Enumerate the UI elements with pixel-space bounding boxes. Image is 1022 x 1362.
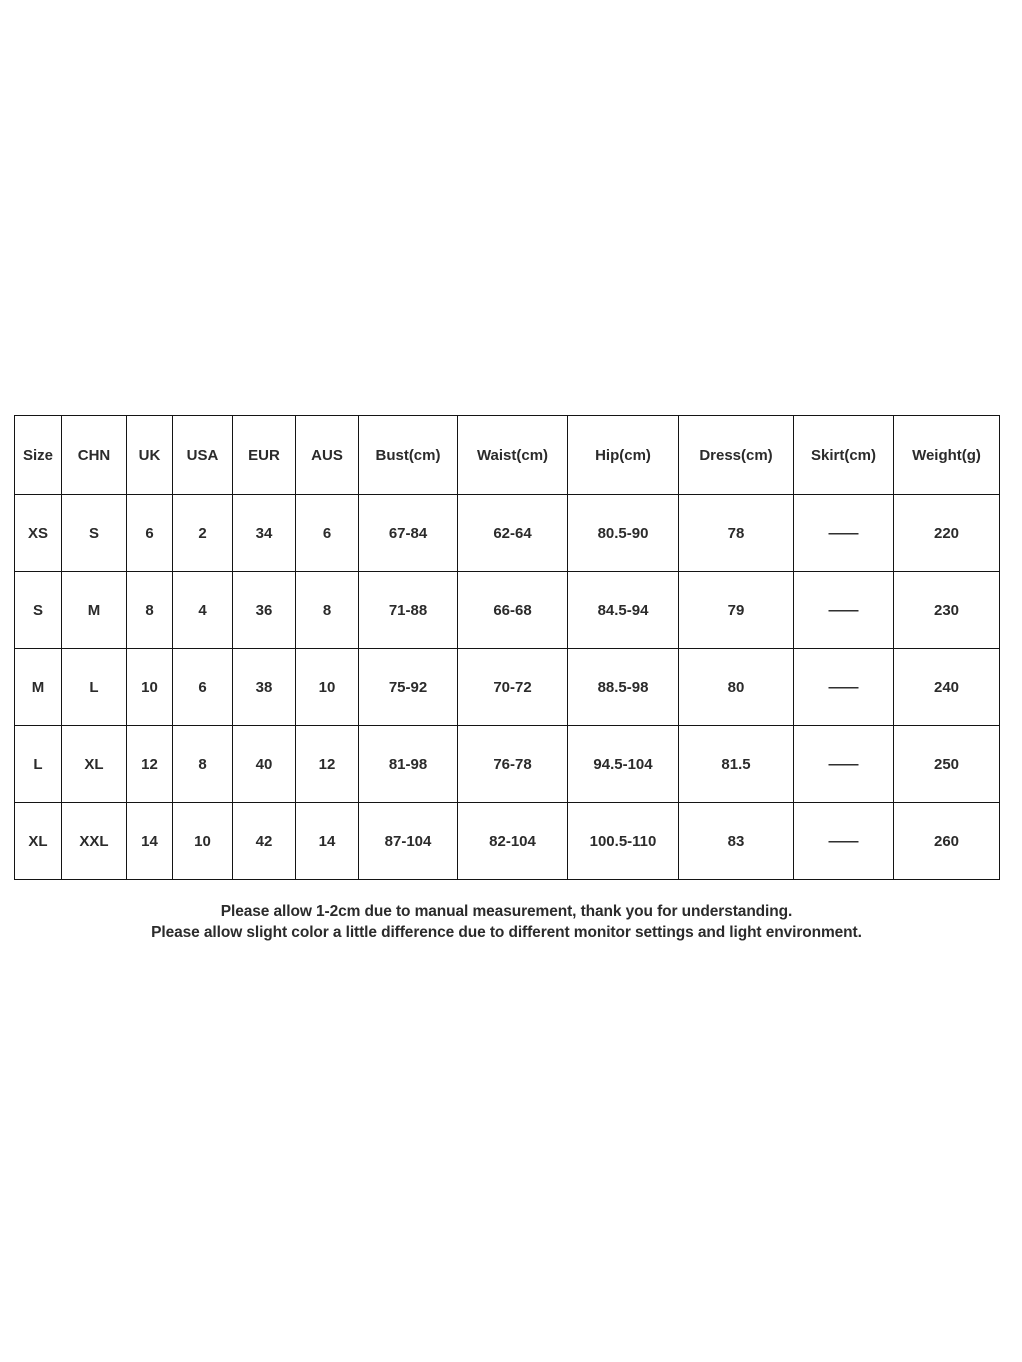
measurement-note: Please allow 1-2cm due to manual measure…: [220, 903, 793, 920]
table-row: XS S 6 2 34 6 67-84 62-64 80.5-90 78 —— 220: [14, 494, 1000, 572]
table-cell: 4: [172, 571, 233, 649]
table-cell: S: [61, 494, 127, 572]
table-cell: 42: [232, 802, 296, 880]
table-cell: 76-78: [457, 725, 568, 803]
size-chart-table: Size CHN UK USA EUR AUS Bust(cm) Waist(cm) Hip(c…: [14, 415, 1000, 880]
column-header: Size: [14, 415, 62, 495]
column-header: Hip(cm): [567, 415, 679, 495]
column-header: Waist(cm): [457, 415, 568, 495]
column-header: Skirt(cm): [793, 415, 894, 495]
table-cell: M: [61, 571, 127, 649]
table-cell: 80: [678, 648, 794, 726]
table-cell: 100.5-110: [567, 802, 679, 880]
column-header: Weight(g): [893, 415, 1000, 495]
table-row: M L 10 6 38 10 75-92 70-72 88.5-98 80 —— 240: [14, 648, 1000, 726]
table-cell: ——: [793, 571, 894, 649]
table-cell: ——: [793, 648, 894, 726]
table-cell: 94.5-104: [567, 725, 679, 803]
table-cell: 8: [172, 725, 233, 803]
table-cell: XL: [61, 725, 127, 803]
table-cell: 6: [295, 494, 359, 572]
column-header: USA: [172, 415, 233, 495]
table-cell: 84.5-94: [567, 571, 679, 649]
table-cell: L: [61, 648, 127, 726]
table-cell: 10: [172, 802, 233, 880]
table-cell: 81-98: [358, 725, 458, 803]
header-row: Size CHN UK USA EUR AUS Bust(cm) Waist(cm) Hip(c…: [14, 415, 1000, 495]
table-cell: 6: [126, 494, 173, 572]
table-cell: 62-64: [457, 494, 568, 572]
table-cell: ——: [793, 802, 894, 880]
table-cell: 75-92: [358, 648, 458, 726]
table-cell: 87-104: [358, 802, 458, 880]
table-cell: 14: [295, 802, 359, 880]
table-cell: 71-88: [358, 571, 458, 649]
table-body: XS S 6 2 34 6 67-84 62-64 80.5-90 78 —— 220 S M 8 4 36 8 7…: [14, 494, 1000, 880]
table-cell: 38: [232, 648, 296, 726]
column-header: CHN: [61, 415, 127, 495]
table-cell: M: [14, 648, 62, 726]
table-row: XL XXL 14 10 42 14 87-104 82-104 100.5-110 83 —— 26…: [14, 802, 1000, 880]
table-cell: L: [14, 725, 62, 803]
table-cell: 67-84: [358, 494, 458, 572]
table-cell: 240: [893, 648, 1000, 726]
table-cell: 220: [893, 494, 1000, 572]
table-cell: XL: [14, 802, 62, 880]
table-cell: 83: [678, 802, 794, 880]
table-cell: ——: [793, 494, 894, 572]
table-cell: S: [14, 571, 62, 649]
table-header: Size CHN UK USA EUR AUS Bust(cm) Waist(cm) Hip(c…: [14, 415, 1000, 495]
table-cell: 70-72: [457, 648, 568, 726]
table-cell: 79: [678, 571, 794, 649]
table-cell: 12: [295, 725, 359, 803]
table-cell: 230: [893, 571, 1000, 649]
column-header: AUS: [295, 415, 359, 495]
table-cell: XXL: [61, 802, 127, 880]
table-row: S M 8 4 36 8 71-88 66-68 84.5-94 79 —— 230: [14, 571, 1000, 649]
table-cell: 82-104: [457, 802, 568, 880]
table-cell: 40: [232, 725, 296, 803]
table-cell: 14: [126, 802, 173, 880]
column-header: EUR: [232, 415, 296, 495]
column-header: Bust(cm): [358, 415, 458, 495]
table-row: L XL 12 8 40 12 81-98 76-78 94.5-104 81.5 —— 250: [14, 725, 1000, 803]
color-difference-note: Please allow slight color a little diffe…: [151, 924, 862, 941]
table-cell: 66-68: [457, 571, 568, 649]
table-cell: 78: [678, 494, 794, 572]
table-cell: 10: [295, 648, 359, 726]
table-cell: 260: [893, 802, 1000, 880]
table-cell: ——: [793, 725, 894, 803]
notes-block: Please allow 1-2cm due to manual measure…: [14, 901, 999, 943]
table-cell: 81.5: [678, 725, 794, 803]
table-cell: 34: [232, 494, 296, 572]
table-cell: 88.5-98: [567, 648, 679, 726]
table-cell: 36: [232, 571, 296, 649]
table-cell: 80.5-90: [567, 494, 679, 572]
column-header: Dress(cm): [678, 415, 794, 495]
table-cell: 250: [893, 725, 1000, 803]
table-cell: 2: [172, 494, 233, 572]
table-cell: 10: [126, 648, 173, 726]
table-cell: 6: [172, 648, 233, 726]
table-cell: 8: [295, 571, 359, 649]
table-cell: 12: [126, 725, 173, 803]
column-header: UK: [126, 415, 173, 495]
table-cell: XS: [14, 494, 62, 572]
table-cell: 8: [126, 571, 173, 649]
